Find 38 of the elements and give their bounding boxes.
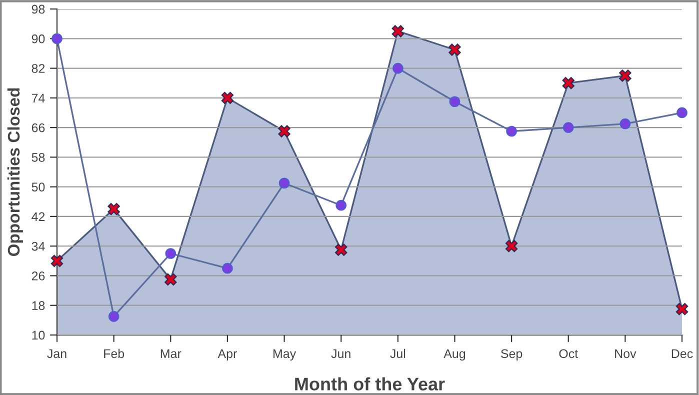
y-tick-label: 74 <box>32 94 45 102</box>
point <box>506 126 517 137</box>
x-tick-label: Jul <box>390 348 406 358</box>
y-tick-label: 26 <box>32 272 45 280</box>
point <box>336 200 347 211</box>
point <box>278 178 290 189</box>
x-tick-label: Mar <box>160 349 182 358</box>
point <box>165 248 176 259</box>
point <box>222 262 233 274</box>
point <box>108 311 120 322</box>
x-tick-label: Sep <box>500 349 522 361</box>
y-tick-label: 90 <box>32 34 45 44</box>
x-tick-label: Dec <box>672 349 693 358</box>
y-tick-label: 42 <box>32 212 45 221</box>
y-tick-label: 98 <box>32 4 45 14</box>
y-tick-label: 66 <box>32 123 45 132</box>
x-tick-label: Feb <box>104 348 124 358</box>
x-tick-label: Jun <box>331 349 350 358</box>
y-tick-label: 34 <box>32 242 45 251</box>
x-axis-title: Month of the Year <box>295 377 445 390</box>
point <box>620 118 631 130</box>
point <box>449 96 460 108</box>
x-tick-label: Oct <box>559 349 578 358</box>
x-tick-label: May <box>273 349 296 361</box>
y-tick-label: 50 <box>32 182 45 192</box>
point <box>562 122 574 133</box>
y-tick-label: 82 <box>32 64 45 73</box>
point <box>52 33 62 44</box>
x-tick-label: Aug <box>444 349 466 361</box>
point <box>392 62 404 74</box>
x-tick-label: Apr <box>218 349 237 361</box>
y-axis-title: Opportunities Closed <box>7 88 23 256</box>
y-tick-label: 10 <box>32 330 45 340</box>
y-tick-label: 58 <box>32 152 45 162</box>
x-tick-label: Nov <box>615 349 636 358</box>
y-tick-label: 18 <box>32 301 45 310</box>
point <box>676 107 688 118</box>
x-tick-label: Jan <box>47 349 66 358</box>
